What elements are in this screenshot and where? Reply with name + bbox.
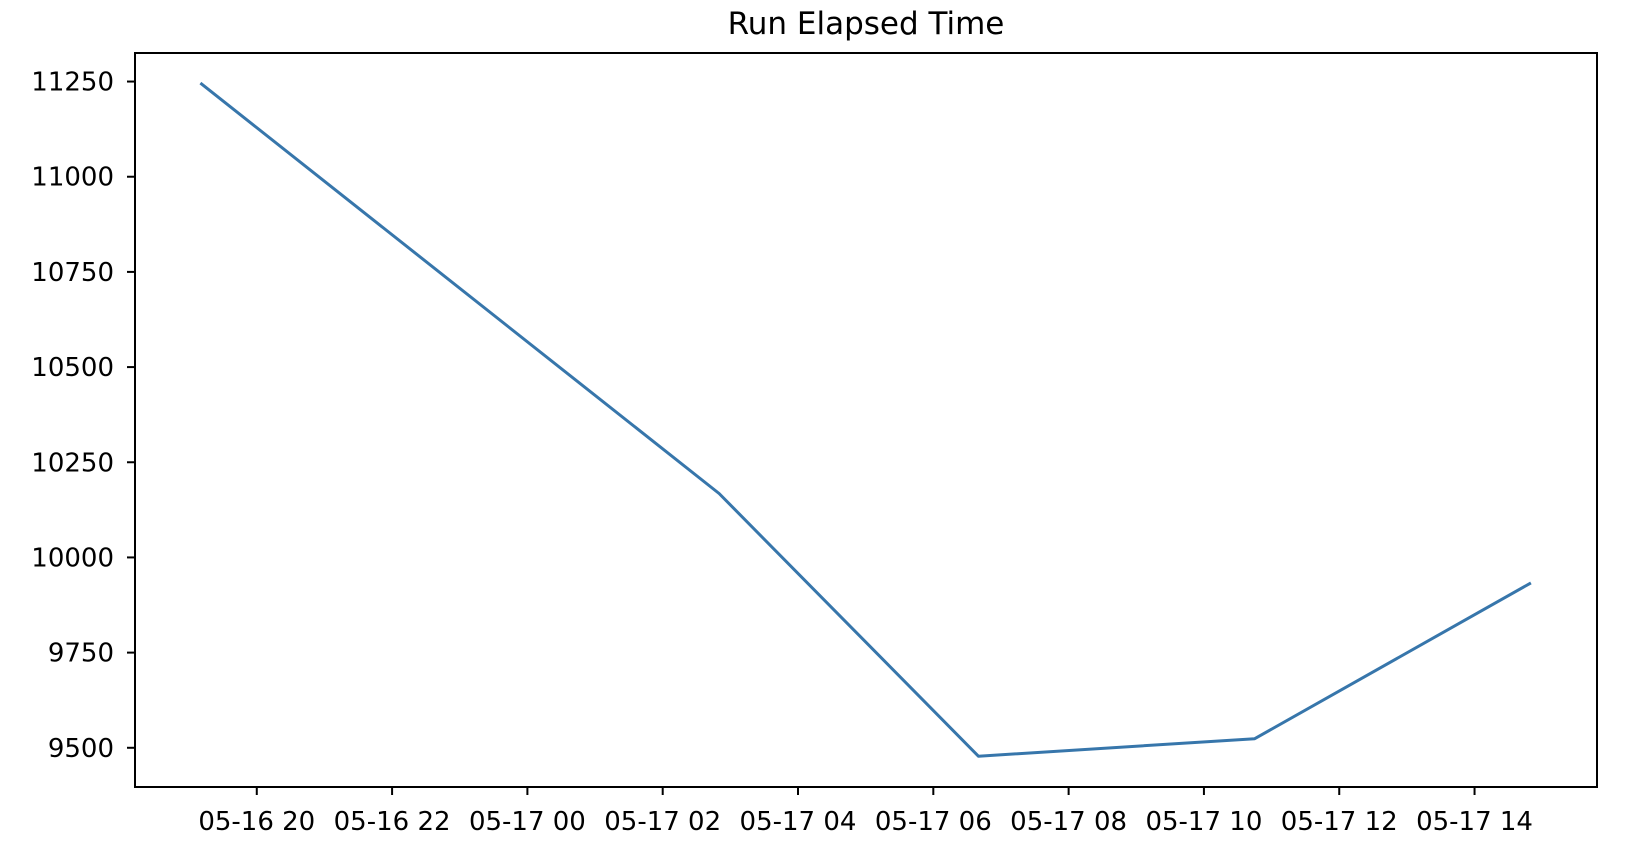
y-tick-label: 10750	[31, 258, 114, 288]
chart-title: Run Elapsed Time	[727, 6, 1005, 42]
y-tick-label: 9750	[48, 639, 114, 669]
y-tick-label: 9500	[48, 734, 114, 764]
x-tick-label: 05-17 06	[875, 807, 992, 837]
x-tick-label: 05-17 10	[1145, 807, 1262, 837]
x-tick-label: 05-17 00	[469, 807, 586, 837]
y-tick-label: 10000	[31, 543, 114, 573]
x-tick-label: 05-16 20	[198, 807, 315, 837]
x-tick-label: 05-17 04	[740, 807, 857, 837]
data-line-run-elapsed-time	[199, 81, 1532, 758]
y-tick-label: 11000	[31, 163, 114, 193]
x-tick-label: 05-17 08	[1010, 807, 1127, 837]
x-tick-label: 05-17 02	[604, 807, 721, 837]
y-tick-label: 10500	[31, 353, 114, 383]
x-tick-label: 05-17 14	[1416, 807, 1533, 837]
x-tick-label: 05-16 22	[334, 807, 451, 837]
plot-border	[134, 52, 1598, 788]
y-tick-label: 11250	[31, 68, 114, 98]
x-tick-label: 05-17 12	[1281, 807, 1398, 837]
y-tick-label: 10250	[31, 448, 114, 478]
